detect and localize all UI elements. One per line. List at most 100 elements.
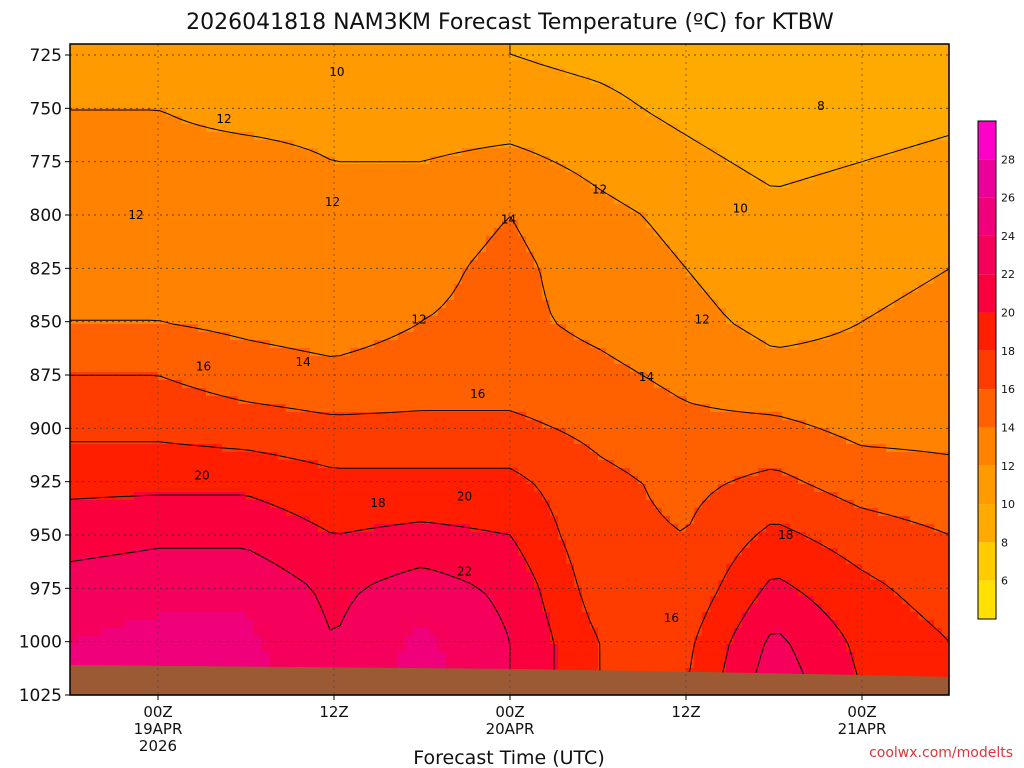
heatmap-cell xyxy=(254,564,263,573)
heatmap-cell xyxy=(398,508,407,517)
heatmap-cell xyxy=(70,292,79,301)
heatmap-cell xyxy=(446,388,455,397)
heatmap-cell xyxy=(510,580,519,589)
heatmap-cell xyxy=(150,340,159,349)
heatmap-cell xyxy=(398,172,407,181)
heatmap-cell xyxy=(78,84,87,93)
heatmap-cell xyxy=(222,412,231,421)
heatmap-cell xyxy=(294,564,303,573)
heatmap-cell xyxy=(214,628,223,637)
heatmap-cell xyxy=(414,652,423,661)
heatmap-cell xyxy=(174,140,183,149)
heatmap-cell xyxy=(246,332,255,341)
heatmap-cell xyxy=(334,404,343,413)
heatmap-cell xyxy=(286,220,295,229)
heatmap-cell xyxy=(534,228,543,237)
heatmap-cell xyxy=(430,276,439,285)
heatmap-cell xyxy=(406,532,415,541)
heatmap-cell xyxy=(318,556,327,565)
heatmap-cell xyxy=(550,132,559,141)
heatmap-cell xyxy=(542,404,551,413)
heatmap-cell xyxy=(542,76,551,85)
heatmap-cell xyxy=(230,660,239,669)
heatmap-cell xyxy=(534,548,543,557)
heatmap-cell xyxy=(230,484,239,493)
heatmap-cell xyxy=(366,268,375,277)
heatmap-cell xyxy=(238,180,247,189)
heatmap-cell xyxy=(238,612,247,621)
heatmap-cell xyxy=(262,92,271,101)
heatmap-cell xyxy=(334,492,343,501)
heatmap-cell xyxy=(446,60,455,69)
heatmap-cell xyxy=(182,372,191,381)
heatmap-cell xyxy=(478,372,487,381)
heatmap-cell xyxy=(358,532,367,541)
heatmap-cell xyxy=(222,196,231,205)
heatmap-cell xyxy=(150,372,159,381)
heatmap-cell xyxy=(534,348,543,357)
heatmap-cell xyxy=(198,484,207,493)
heatmap-cell xyxy=(110,452,119,461)
heatmap-cell xyxy=(302,588,311,597)
heatmap-cell xyxy=(462,292,471,301)
heatmap-cell xyxy=(206,116,215,125)
heatmap-cell xyxy=(542,236,551,245)
heatmap-cell xyxy=(326,148,335,157)
heatmap-cell xyxy=(94,140,103,149)
heatmap-cell xyxy=(542,660,551,669)
heatmap-cell xyxy=(382,556,391,565)
heatmap-cell xyxy=(334,588,343,597)
heatmap-cell xyxy=(542,564,551,573)
heatmap-cell xyxy=(102,252,111,261)
heatmap-cell xyxy=(182,468,191,477)
heatmap-cell xyxy=(86,300,95,309)
heatmap-cell xyxy=(342,508,351,517)
heatmap-cell xyxy=(406,260,415,269)
heatmap-cell xyxy=(78,324,87,333)
heatmap-cell xyxy=(550,180,559,189)
heatmap-cell xyxy=(406,196,415,205)
heatmap-cell xyxy=(174,436,183,445)
heatmap-cell xyxy=(206,444,215,453)
heatmap-cell xyxy=(430,444,439,453)
heatmap-cell xyxy=(550,628,559,637)
heatmap-cell xyxy=(438,476,447,485)
heatmap-cell xyxy=(486,556,495,565)
heatmap-cell xyxy=(142,428,151,437)
heatmap-cell xyxy=(70,596,79,605)
heatmap-cell xyxy=(254,500,263,509)
heatmap-cell xyxy=(86,452,95,461)
heatmap-cell xyxy=(198,604,207,613)
heatmap-cell xyxy=(350,516,359,525)
heatmap-cell xyxy=(102,580,111,589)
heatmap-cell xyxy=(206,76,215,85)
heatmap-cell xyxy=(390,604,399,613)
heatmap-cell xyxy=(270,324,279,333)
heatmap-cell xyxy=(110,476,119,485)
heatmap-cell xyxy=(542,492,551,501)
heatmap-cell xyxy=(70,548,79,557)
heatmap-cell xyxy=(502,404,511,413)
heatmap-cell xyxy=(422,652,431,661)
heatmap-cell xyxy=(518,428,527,437)
heatmap-cell xyxy=(454,324,463,333)
heatmap-cell xyxy=(446,380,455,389)
heatmap-cell xyxy=(374,52,383,61)
heatmap-cell xyxy=(278,404,287,413)
heatmap-cell xyxy=(358,612,367,621)
heatmap-cell xyxy=(278,188,287,197)
heatmap-cell xyxy=(254,236,263,245)
heatmap-cell xyxy=(294,124,303,133)
heatmap-cell xyxy=(502,292,511,301)
heatmap-cell xyxy=(422,476,431,485)
heatmap-cell xyxy=(422,188,431,197)
heatmap-cell xyxy=(550,356,559,365)
heatmap-cell xyxy=(286,108,295,117)
heatmap-cell xyxy=(526,196,535,205)
heatmap-cell xyxy=(118,252,127,261)
heatmap-cell xyxy=(214,468,223,477)
heatmap-cell xyxy=(222,340,231,349)
heatmap-cell xyxy=(198,76,207,85)
heatmap-cell xyxy=(118,604,127,613)
heatmap-cell xyxy=(454,660,463,669)
